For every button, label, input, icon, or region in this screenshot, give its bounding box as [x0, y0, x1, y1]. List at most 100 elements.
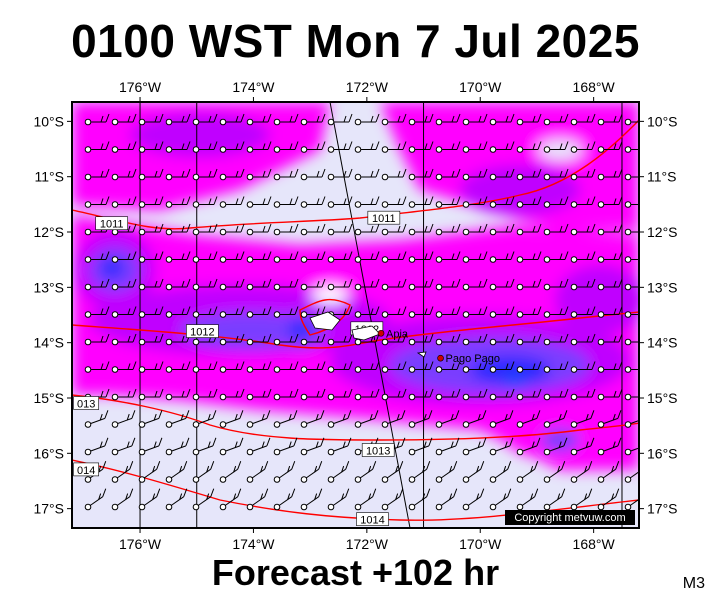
lat-label-left: 10°S	[33, 113, 64, 129]
wind-barb	[435, 168, 461, 181]
wind-barb	[354, 388, 380, 401]
wind-barb	[165, 278, 191, 291]
lat-label-left: 13°S	[33, 279, 64, 295]
isobar-label: 1011	[367, 210, 401, 225]
wind-barb	[354, 141, 380, 153]
forecast-title: 0100 WST Mon 7 Jul 2025	[71, 15, 640, 67]
wind-barb	[435, 461, 458, 483]
wind-barb	[624, 173, 639, 181]
wind-barb	[624, 393, 639, 401]
wind-barb	[570, 113, 596, 126]
wind-barb	[273, 113, 299, 126]
wind-barb	[489, 278, 515, 291]
wind-barb	[435, 306, 461, 318]
wind-barb	[381, 333, 407, 346]
wind-barb	[597, 488, 620, 511]
wind-barb	[489, 196, 515, 208]
wind-barb	[273, 141, 299, 153]
wind-barb	[246, 278, 272, 291]
wind-barb	[111, 333, 137, 346]
lon-label-top: 172°W	[346, 79, 389, 95]
wind-barb	[219, 437, 244, 456]
wind-barb	[408, 488, 431, 511]
wind-barb	[570, 488, 593, 511]
wind-barb	[597, 361, 623, 373]
wind-barb	[381, 361, 407, 373]
wind-barb	[165, 410, 190, 428]
wind-barb	[597, 168, 623, 181]
wind-barb	[111, 278, 137, 291]
wind-barb	[570, 333, 596, 346]
svg-text:Copyright metvuw.com: Copyright metvuw.com	[514, 512, 625, 524]
wind-barb	[354, 306, 380, 318]
wind-barb	[570, 223, 596, 236]
wind-barb	[165, 488, 188, 511]
wind-barb	[408, 141, 434, 153]
wind-barb	[327, 410, 352, 428]
lon-label-top: 176°W	[119, 79, 162, 95]
wind-barb	[489, 113, 515, 126]
wind-barb	[624, 366, 639, 373]
wind-barb	[84, 141, 110, 153]
wind-barb	[624, 283, 639, 291]
lat-label-left: 11°S	[35, 169, 64, 185]
lat-label-left: 17°S	[33, 501, 64, 517]
wind-barb	[381, 196, 407, 208]
wind-barb	[435, 278, 461, 291]
wind-barb	[570, 361, 596, 373]
wind-barb	[408, 113, 434, 126]
wind-barb	[597, 461, 620, 483]
wind-barb	[489, 437, 514, 456]
wind-barb	[516, 251, 542, 263]
wind-barb	[462, 461, 485, 483]
wind-barb	[516, 361, 542, 373]
rain-moderate-north	[130, 113, 270, 157]
wind-barb	[273, 196, 299, 208]
wind-barb	[435, 388, 461, 401]
wind-barb	[138, 113, 164, 126]
wind-barb	[300, 223, 326, 236]
wind-barb	[111, 461, 134, 483]
wind-barb	[111, 488, 134, 511]
wind-barb	[381, 113, 407, 126]
lat-label-left: 12°S	[33, 224, 64, 240]
wind-barb	[84, 306, 110, 318]
wind-barb	[300, 196, 326, 208]
wind-barb	[570, 410, 595, 428]
wind-barb	[597, 437, 622, 456]
axis-ticks: 176°W 176°W 174°W 174°W 172°W 172°W 170°W 170°W…	[33, 79, 677, 552]
wind-barb	[435, 223, 461, 236]
wind-barb	[408, 306, 434, 318]
wind-barb	[570, 168, 596, 181]
wind-barb	[327, 333, 353, 346]
wind-barb	[219, 223, 245, 236]
wind-barb	[111, 113, 137, 126]
wind-barb	[462, 196, 488, 208]
wind-barb	[597, 388, 623, 401]
wind-barb	[462, 251, 488, 263]
wind-barb	[138, 388, 164, 401]
wind-barb	[435, 437, 460, 456]
wind-barb	[219, 113, 245, 126]
wind-barb	[138, 278, 164, 291]
wind-barb	[597, 141, 623, 153]
wind-barb	[165, 461, 188, 483]
wind-barb	[138, 141, 164, 153]
wind-barb	[543, 141, 569, 153]
isobar-label: 014	[73, 462, 99, 477]
wind-barb	[381, 251, 407, 263]
wind-barb	[516, 437, 541, 456]
wind-barb	[165, 113, 191, 126]
wind-barb	[597, 251, 623, 263]
model-label: M3	[682, 575, 705, 592]
wind-barb	[138, 223, 164, 236]
wind-barb	[624, 338, 639, 346]
wind-barb	[84, 113, 110, 126]
wind-barb	[327, 168, 353, 181]
lat-label-right: 13°S	[647, 279, 678, 295]
island-tutuila	[416, 351, 427, 358]
wind-barb	[462, 168, 488, 181]
wind-barb	[246, 168, 272, 181]
wind-barb	[462, 488, 485, 511]
wind-barb	[219, 361, 245, 373]
